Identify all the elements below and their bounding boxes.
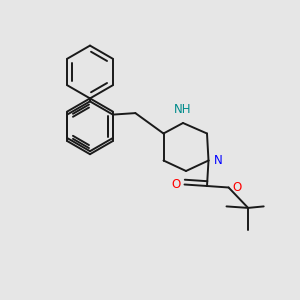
Text: NH: NH	[174, 103, 192, 116]
Text: N: N	[214, 154, 223, 167]
Text: O: O	[232, 181, 242, 194]
Text: O: O	[171, 178, 180, 191]
